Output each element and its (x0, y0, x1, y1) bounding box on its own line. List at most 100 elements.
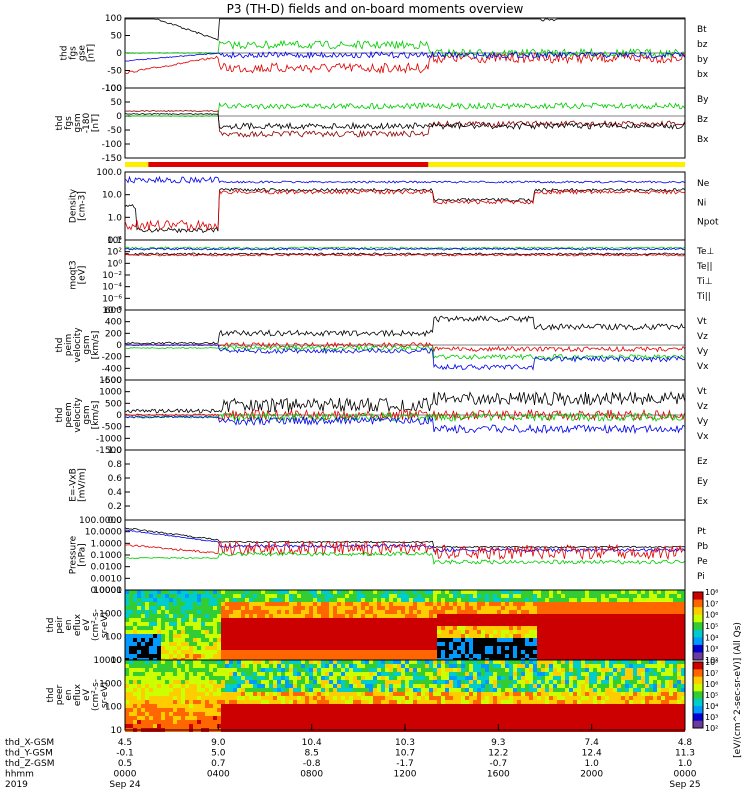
mode-segment-2 (428, 162, 685, 167)
temp-ytick: 10⁻² (102, 271, 122, 281)
xaxis-value-3-3: 1200 (394, 770, 417, 780)
peer-ytick: 1000 (99, 679, 122, 689)
fgs_gsm-ytick: 50 (111, 98, 123, 108)
temp-ytick: 10⁴ (107, 236, 122, 246)
pressure-ytick: 0.0001 (91, 586, 123, 596)
peem-ytick: 1000 (99, 388, 122, 398)
xaxis-value-0-3: 10.3 (395, 738, 415, 748)
peim-legend-1: Vz (697, 332, 708, 342)
fgs_gsm-ytick: -150 (102, 154, 123, 164)
tepar-trace (124, 252, 685, 256)
colorbar-cell (693, 599, 703, 608)
pressure-ytick: 0.0100 (91, 563, 123, 573)
pe-trace (124, 551, 685, 566)
peer-ytick: 10 (111, 726, 123, 736)
xaxis-label-3: hhmm (5, 770, 34, 780)
peim-ytick: -600 (102, 376, 123, 386)
peem-ytick: 1500 (99, 376, 122, 386)
vt-peim-trace (124, 315, 685, 345)
colorbar-frame (692, 591, 704, 661)
xaxis-label-1: thd_Y-GSM (5, 749, 53, 759)
efield-ytick: 0.2 (108, 502, 122, 512)
fgs_gsm-frame (124, 87, 686, 159)
colorbar-cell (693, 644, 703, 653)
fgs_gse-ylabel: thdfgsgse[nT] (60, 44, 97, 62)
pressure-ytick: 0.1000 (91, 551, 123, 561)
xaxis-value-0-6: 4.8 (678, 738, 693, 748)
temp-ylabel: moqt3[eV] (69, 260, 88, 289)
colorbar-cell (693, 662, 703, 670)
fgs_gsm-legend-1: Bz (697, 115, 708, 125)
xaxis-label-2: thd_Z-GSM (5, 759, 54, 769)
bx-trace (124, 50, 685, 62)
density-legend-1: Ni (697, 198, 706, 208)
temp-legend-1: Te|| (696, 262, 713, 272)
colorbar-cell (693, 669, 703, 678)
xaxis-value-2-5: 1.0 (585, 759, 600, 769)
fgs_gse-legend-3: bx (697, 70, 709, 80)
peim-legend-3: Vx (697, 362, 709, 372)
peem-ytick: 0 (116, 411, 122, 421)
xaxis-value-3-2: 0800 (300, 770, 323, 780)
colorbar-tick: 10³ (705, 713, 718, 722)
peem-ytick: -500 (102, 423, 123, 433)
vz-peem-trace (124, 408, 685, 422)
page-title: P3 (TH-D) fields and on-board moments ov… (226, 2, 524, 16)
pressure-ytick: 0.0010 (91, 574, 123, 584)
peem-ytick: -1500 (96, 446, 122, 456)
bx-gsm-trace (124, 113, 685, 131)
pressure-ytick: 10.0000 (85, 528, 122, 538)
colorbar-cell (693, 629, 703, 638)
efield-ytick: 1.0 (108, 446, 123, 456)
peim-ytick: 600 (105, 306, 122, 316)
pressure-legend-1: Pb (697, 542, 708, 552)
peim-legend-2: Vy (697, 347, 709, 357)
peer-spectrogram (125, 660, 685, 732)
efield-ytick: 0.8 (108, 460, 123, 470)
peim-legend-0: Vt (697, 317, 707, 327)
pressure-legend-3: Pi (697, 572, 705, 582)
peim-ytick: -400 (102, 364, 123, 374)
efield-frame (124, 449, 686, 521)
colorbar-cell (693, 691, 703, 700)
density-legend-0: Ne (697, 179, 710, 189)
colorbar-cell (693, 684, 703, 692)
fgs_gsm-ytick: -50 (107, 126, 122, 136)
colorbar-tick: 10⁶ (705, 611, 718, 620)
density-ytick: 10.0 (102, 191, 122, 201)
xaxis-value-2-6: 1.0 (678, 759, 693, 769)
xaxis-value-0-2: 10.4 (302, 738, 322, 748)
mode-bar (125, 162, 685, 167)
fgs_gse-legend-2: by (697, 55, 709, 65)
xaxis-value-2-3: -1.7 (396, 759, 414, 769)
temp-legend-2: Ti⊥ (696, 277, 713, 287)
xaxis-value-0-4: 9.3 (491, 738, 505, 748)
peim-ytick: 200 (105, 329, 122, 339)
efield-ytick: 0.6 (108, 474, 123, 484)
peer-ytick: 100 (105, 703, 122, 713)
colorbar-tick: 10⁷ (705, 669, 718, 678)
peir-ytick: 10000 (93, 586, 122, 596)
tiperp-trace (124, 247, 685, 251)
xaxis-value-1-2: 8.5 (305, 749, 319, 759)
temp-ytick: 10² (107, 248, 122, 258)
colorbar-cell (693, 622, 703, 631)
density-ytick: 0.1 (108, 236, 122, 246)
peer-ytick: 10000 (93, 656, 122, 666)
xaxis-value-4-0: Sep 24 (109, 780, 141, 790)
colorbar-cell (693, 607, 703, 616)
xaxis-value-2-1: 0.7 (211, 759, 225, 769)
efield-legend-2: Ex (697, 497, 709, 507)
teperp-trace (124, 253, 685, 257)
vy-peim-trace (124, 344, 685, 361)
colorbar-tick: 10⁵ (705, 622, 718, 631)
xaxis-value-3-4: 1600 (487, 770, 510, 780)
colorbar-cell (693, 652, 703, 661)
bz-trace (124, 51, 685, 75)
colorbar-cell (693, 637, 703, 646)
tipar-trace (124, 246, 685, 250)
vx-peem-trace (124, 415, 685, 435)
peir-ytick: 100 (105, 633, 122, 643)
npot-trace (124, 175, 685, 184)
colorbar-label: [eV/(cm^2-sec-sr-eV)] (All Qs) (733, 622, 743, 758)
